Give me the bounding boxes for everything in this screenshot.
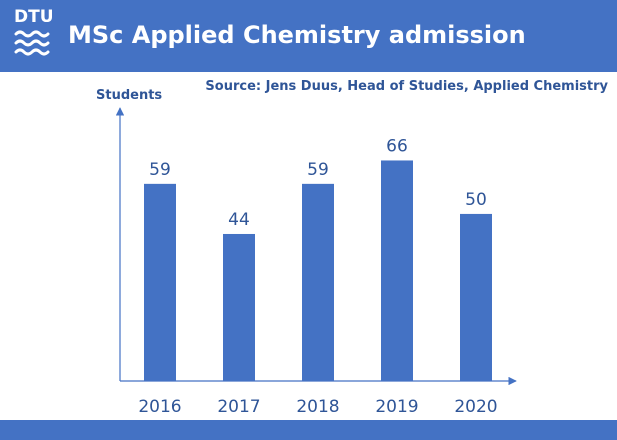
- value-label-2016: 59: [149, 160, 171, 180]
- x-tick-2016: 2016: [138, 397, 181, 417]
- value-label-2019: 66: [386, 136, 408, 156]
- bar-2018: [302, 183, 334, 381]
- bar-2017: [223, 233, 255, 381]
- bar-2016: [144, 183, 176, 381]
- footer-band: [0, 420, 617, 440]
- bar-2019: [381, 160, 413, 381]
- logo-waves-icon: [14, 30, 50, 56]
- x-tick-2017: 2017: [217, 397, 260, 417]
- logo-text: DTU: [14, 7, 54, 27]
- value-label-2020: 50: [465, 190, 487, 210]
- value-label-2018: 59: [307, 160, 329, 180]
- page-title: MSc Applied Chemistry admission: [68, 21, 526, 49]
- bar-2020: [460, 213, 492, 381]
- source-note: Source: Jens Duus, Head of Studies, Appl…: [205, 79, 608, 94]
- x-tick-labels-group: 2016 2017 2018 2019 2020: [138, 397, 497, 417]
- x-tick-2019: 2019: [375, 397, 418, 417]
- dtu-logo: DTU: [14, 7, 54, 65]
- x-tick-2020: 2020: [454, 397, 497, 417]
- value-label-2017: 44: [228, 210, 250, 230]
- value-labels-group: 59 44 59 66 50: [149, 136, 487, 230]
- bars-group: [144, 160, 492, 381]
- header-band: DTU MSc Applied Chemistry admission: [0, 0, 617, 72]
- x-tick-2018: 2018: [296, 397, 339, 417]
- y-axis-label: Students: [96, 88, 162, 103]
